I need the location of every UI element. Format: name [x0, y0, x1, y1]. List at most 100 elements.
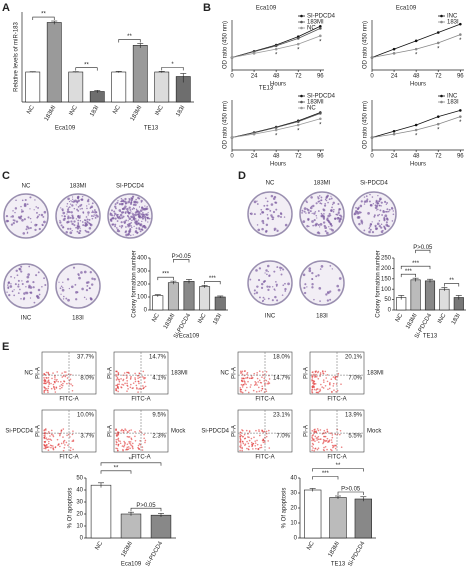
event	[128, 440, 130, 443]
event	[258, 386, 260, 389]
event	[319, 438, 321, 441]
event	[130, 444, 132, 447]
colony	[328, 198, 331, 201]
event	[126, 371, 129, 374]
y-tick-label: 10	[76, 524, 83, 530]
point	[414, 47, 418, 51]
event	[256, 443, 259, 446]
colony	[26, 225, 29, 229]
colony	[16, 274, 19, 277]
x-tick-label: 96	[457, 74, 464, 80]
colony	[125, 226, 127, 228]
event	[256, 439, 258, 442]
event	[53, 380, 56, 383]
quadrant-value: 18.0%	[273, 355, 291, 361]
flow-y-label: PI-A	[36, 367, 42, 379]
event	[126, 435, 129, 438]
event	[63, 371, 66, 373]
event	[62, 449, 65, 452]
colony	[380, 201, 383, 204]
colony	[80, 271, 83, 274]
flow-x-label: FITC-A	[131, 397, 150, 403]
colony	[274, 201, 277, 204]
significance: ***	[322, 471, 330, 477]
colony	[72, 266, 76, 269]
colony	[379, 198, 382, 201]
bracket	[130, 507, 162, 512]
colony	[360, 220, 364, 224]
event	[49, 438, 52, 441]
event	[52, 445, 54, 447]
significance: *	[275, 53, 278, 59]
colony	[18, 267, 21, 270]
event	[317, 378, 320, 380]
bar	[199, 286, 211, 311]
colony	[377, 208, 379, 211]
colony	[256, 224, 259, 226]
event	[317, 435, 320, 438]
colony	[17, 216, 21, 219]
event	[239, 441, 241, 443]
colony	[327, 219, 329, 222]
colony	[376, 222, 380, 226]
colony	[363, 200, 367, 204]
colony	[324, 230, 327, 233]
bracket	[400, 265, 431, 270]
event	[320, 383, 322, 386]
dish	[299, 260, 345, 306]
colony	[339, 218, 342, 220]
colony	[114, 217, 117, 220]
x-tick-label: 48	[413, 154, 420, 160]
event	[254, 442, 257, 444]
point	[392, 132, 396, 136]
colony	[142, 208, 145, 211]
colony	[318, 210, 320, 212]
colony	[13, 289, 15, 291]
event	[248, 439, 251, 442]
event	[47, 391, 49, 394]
colony	[37, 296, 40, 300]
event	[115, 389, 117, 392]
event	[256, 371, 258, 374]
colony	[130, 221, 133, 224]
legend-label: SI-PDCD4	[307, 14, 336, 20]
y-axis-label: OD ratio (450 nm)	[223, 21, 229, 69]
event	[54, 376, 56, 378]
colony	[283, 216, 286, 218]
y-axis-label: % Of apoptosis	[68, 488, 74, 529]
colony	[43, 210, 47, 214]
colony	[139, 224, 142, 227]
colony	[94, 216, 97, 219]
event	[239, 438, 242, 440]
colony	[284, 290, 287, 292]
colony	[119, 210, 121, 213]
event	[43, 380, 46, 383]
colony	[69, 203, 72, 205]
event	[256, 384, 258, 386]
panel-label: C	[2, 170, 10, 182]
event	[46, 446, 49, 448]
significance: P>0.05	[172, 254, 192, 260]
event	[244, 389, 247, 392]
flow-y-label: PI-A	[304, 425, 310, 437]
event	[262, 441, 265, 444]
event	[268, 378, 271, 380]
event	[311, 436, 313, 439]
colony	[113, 212, 117, 216]
colony	[131, 226, 133, 229]
event	[48, 440, 50, 443]
y-axis-label: Colony formation number	[132, 250, 138, 317]
colony	[261, 300, 264, 303]
x-tick-label: NC	[151, 312, 161, 323]
colony	[135, 230, 137, 232]
event	[65, 374, 67, 376]
point	[296, 37, 300, 40]
significance: **	[129, 457, 134, 463]
event	[314, 428, 316, 431]
event	[134, 435, 136, 438]
colony	[265, 269, 268, 272]
event	[264, 388, 267, 391]
event	[243, 383, 245, 386]
event	[314, 383, 317, 385]
colony	[41, 285, 43, 288]
